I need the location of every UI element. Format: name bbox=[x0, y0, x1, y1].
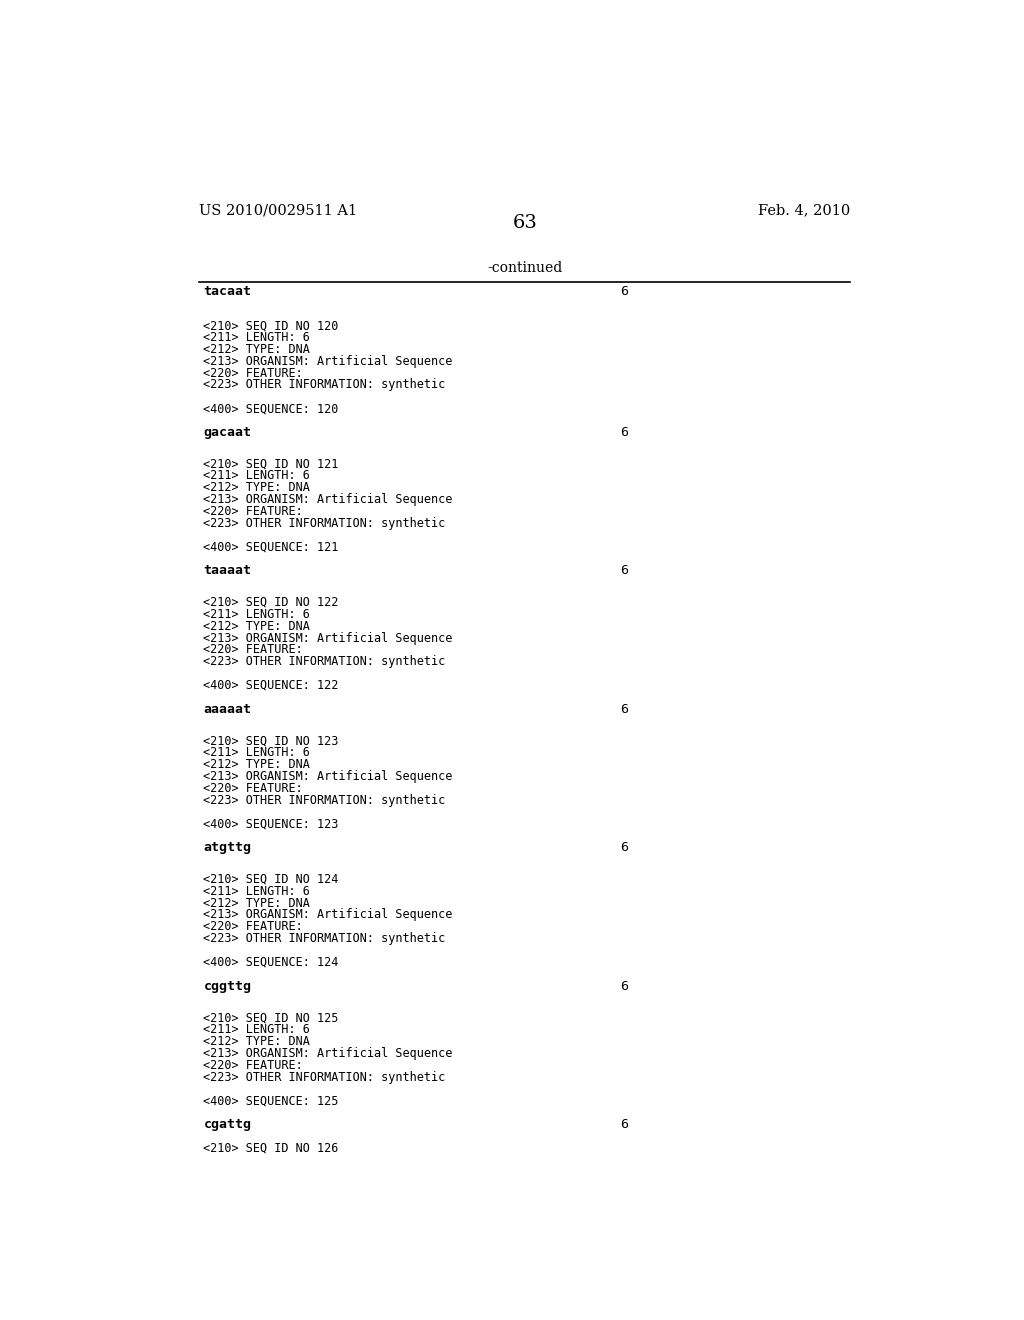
Text: <210> SEQ ID NO 122: <210> SEQ ID NO 122 bbox=[204, 595, 339, 609]
Text: <400> SEQUENCE: 121: <400> SEQUENCE: 121 bbox=[204, 541, 339, 553]
Text: <212> TYPE: DNA: <212> TYPE: DNA bbox=[204, 896, 310, 909]
Text: 6: 6 bbox=[620, 1118, 628, 1131]
Text: <213> ORGANISM: Artificial Sequence: <213> ORGANISM: Artificial Sequence bbox=[204, 631, 453, 644]
Text: <400> SEQUENCE: 120: <400> SEQUENCE: 120 bbox=[204, 403, 339, 416]
Text: <220> FEATURE:: <220> FEATURE: bbox=[204, 1059, 303, 1072]
Text: <210> SEQ ID NO 124: <210> SEQ ID NO 124 bbox=[204, 873, 339, 886]
Text: aaaaat: aaaaat bbox=[204, 702, 252, 715]
Text: <210> SEQ ID NO 120: <210> SEQ ID NO 120 bbox=[204, 319, 339, 333]
Text: <210> SEQ ID NO 125: <210> SEQ ID NO 125 bbox=[204, 1011, 339, 1024]
Text: <211> LENGTH: 6: <211> LENGTH: 6 bbox=[204, 331, 310, 345]
Text: <220> FEATURE:: <220> FEATURE: bbox=[204, 506, 303, 517]
Text: Feb. 4, 2010: Feb. 4, 2010 bbox=[758, 203, 850, 218]
Text: 63: 63 bbox=[512, 214, 538, 231]
Text: <223> OTHER INFORMATION: synthetic: <223> OTHER INFORMATION: synthetic bbox=[204, 517, 445, 529]
Text: <400> SEQUENCE: 124: <400> SEQUENCE: 124 bbox=[204, 956, 339, 969]
Text: <213> ORGANISM: Artificial Sequence: <213> ORGANISM: Artificial Sequence bbox=[204, 494, 453, 506]
Text: <220> FEATURE:: <220> FEATURE: bbox=[204, 643, 303, 656]
Text: atgttg: atgttg bbox=[204, 841, 252, 854]
Text: <212> TYPE: DNA: <212> TYPE: DNA bbox=[204, 758, 310, 771]
Text: 6: 6 bbox=[620, 702, 628, 715]
Text: <212> TYPE: DNA: <212> TYPE: DNA bbox=[204, 482, 310, 494]
Text: <223> OTHER INFORMATION: synthetic: <223> OTHER INFORMATION: synthetic bbox=[204, 932, 445, 945]
Text: <220> FEATURE:: <220> FEATURE: bbox=[204, 367, 303, 380]
Text: 6: 6 bbox=[620, 841, 628, 854]
Text: <212> TYPE: DNA: <212> TYPE: DNA bbox=[204, 619, 310, 632]
Text: <220> FEATURE:: <220> FEATURE: bbox=[204, 781, 303, 795]
Text: <213> ORGANISM: Artificial Sequence: <213> ORGANISM: Artificial Sequence bbox=[204, 908, 453, 921]
Text: <210> SEQ ID NO 123: <210> SEQ ID NO 123 bbox=[204, 734, 339, 747]
Text: <400> SEQUENCE: 123: <400> SEQUENCE: 123 bbox=[204, 817, 339, 830]
Text: <211> LENGTH: 6: <211> LENGTH: 6 bbox=[204, 1023, 310, 1036]
Text: 6: 6 bbox=[620, 426, 628, 438]
Text: <223> OTHER INFORMATION: synthetic: <223> OTHER INFORMATION: synthetic bbox=[204, 793, 445, 807]
Text: <211> LENGTH: 6: <211> LENGTH: 6 bbox=[204, 470, 310, 482]
Text: taaaat: taaaat bbox=[204, 565, 252, 577]
Text: <220> FEATURE:: <220> FEATURE: bbox=[204, 920, 303, 933]
Text: <210> SEQ ID NO 121: <210> SEQ ID NO 121 bbox=[204, 458, 339, 470]
Text: <213> ORGANISM: Artificial Sequence: <213> ORGANISM: Artificial Sequence bbox=[204, 1047, 453, 1060]
Text: 6: 6 bbox=[620, 979, 628, 993]
Text: tacaat: tacaat bbox=[204, 285, 252, 297]
Text: US 2010/0029511 A1: US 2010/0029511 A1 bbox=[200, 203, 357, 218]
Text: <400> SEQUENCE: 125: <400> SEQUENCE: 125 bbox=[204, 1094, 339, 1107]
Text: <211> LENGTH: 6: <211> LENGTH: 6 bbox=[204, 884, 310, 898]
Text: 6: 6 bbox=[620, 565, 628, 577]
Text: <400> SEQUENCE: 122: <400> SEQUENCE: 122 bbox=[204, 678, 339, 692]
Text: gacaat: gacaat bbox=[204, 426, 252, 438]
Text: <213> ORGANISM: Artificial Sequence: <213> ORGANISM: Artificial Sequence bbox=[204, 770, 453, 783]
Text: <211> LENGTH: 6: <211> LENGTH: 6 bbox=[204, 607, 310, 620]
Text: <212> TYPE: DNA: <212> TYPE: DNA bbox=[204, 343, 310, 356]
Text: <212> TYPE: DNA: <212> TYPE: DNA bbox=[204, 1035, 310, 1048]
Text: -continued: -continued bbox=[487, 261, 562, 276]
Text: cggttg: cggttg bbox=[204, 979, 252, 993]
Text: 6: 6 bbox=[620, 285, 628, 297]
Text: <223> OTHER INFORMATION: synthetic: <223> OTHER INFORMATION: synthetic bbox=[204, 379, 445, 392]
Text: cgattg: cgattg bbox=[204, 1118, 252, 1131]
Text: <223> OTHER INFORMATION: synthetic: <223> OTHER INFORMATION: synthetic bbox=[204, 1071, 445, 1084]
Text: <213> ORGANISM: Artificial Sequence: <213> ORGANISM: Artificial Sequence bbox=[204, 355, 453, 368]
Text: <223> OTHER INFORMATION: synthetic: <223> OTHER INFORMATION: synthetic bbox=[204, 655, 445, 668]
Text: <210> SEQ ID NO 126: <210> SEQ ID NO 126 bbox=[204, 1142, 339, 1155]
Text: <211> LENGTH: 6: <211> LENGTH: 6 bbox=[204, 746, 310, 759]
